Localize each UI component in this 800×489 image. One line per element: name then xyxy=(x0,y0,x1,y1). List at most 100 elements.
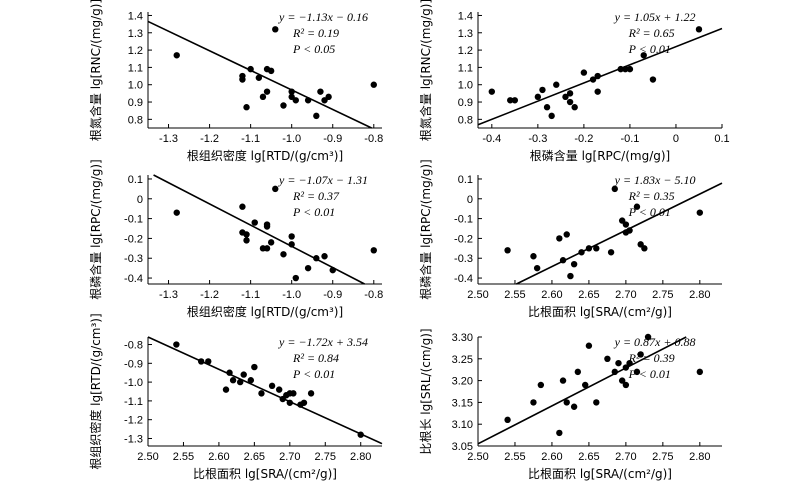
annotation-r2: R² = 0.39 xyxy=(628,351,675,365)
x-axis-label: 比根面积 lg[SRA/(cm²/g)] xyxy=(193,467,337,481)
x-axis-label: 根磷含量 lg[RPC/(mg/g)] xyxy=(530,148,670,163)
data-point xyxy=(633,368,641,376)
x-axis-label: 比根面积 lg[SRA/(cm²/g)] xyxy=(528,467,672,481)
data-point xyxy=(292,97,299,104)
panel-3: -1.3 -1.2 -1.1 -1.0 -0.9 -0.8 0.1 0 -0.1 -0.2 -0.3… xyxy=(88,159,383,319)
x-tick-label: -1.1 xyxy=(241,133,260,145)
x-tick-label: -1.0 xyxy=(282,289,301,301)
x-tick-label: -0.4 xyxy=(482,133,501,145)
y-tick-label: 1.1 xyxy=(458,62,473,74)
data-point xyxy=(626,227,633,234)
x-tick-label: 2.60 xyxy=(208,451,229,463)
data-point xyxy=(504,247,511,254)
y-tick-label: -0.3 xyxy=(124,253,143,265)
y-tick-label: -0.2 xyxy=(454,233,473,245)
data-point xyxy=(622,221,630,228)
data-point xyxy=(622,381,630,389)
x-axis-label: 比根面积 lg[SRA/(cm²/g)] xyxy=(528,305,672,319)
data-point xyxy=(571,104,578,111)
y-tick-label: 1.4 xyxy=(128,10,143,22)
data-point xyxy=(325,93,332,101)
data-point xyxy=(622,65,629,73)
annotation-r2: R² = 0.35 xyxy=(628,189,675,203)
panel-5: 2.50 2.55 2.60 2.65 2.70 2.75 2.80 -0.8 -0.9 -1.0… xyxy=(88,313,383,481)
data-point xyxy=(229,377,237,384)
data-point xyxy=(633,203,641,210)
panel-4: 2.50 2.55 2.60 2.65 2.70 2.75 2.80 0.1 0 -0.1 -0.2… xyxy=(418,159,723,319)
y-tick-label: -0.1 xyxy=(124,214,143,226)
y-tick-label: -0.3 xyxy=(454,253,473,265)
x-tick-label: -0.1 xyxy=(620,133,639,145)
data-point xyxy=(594,88,601,95)
y-tick-label: -1.2 xyxy=(124,415,143,427)
data-point xyxy=(559,377,567,384)
data-point xyxy=(534,93,542,101)
annotation-equation: y = −1.13x − 0.16 xyxy=(278,10,368,24)
x-tick-label: 2.65 xyxy=(578,451,599,463)
data-point xyxy=(607,249,615,256)
data-point xyxy=(247,65,254,73)
y-tick-label: -0.9 xyxy=(124,358,143,370)
data-point xyxy=(593,245,600,252)
data-point xyxy=(574,368,582,376)
data-point xyxy=(582,381,589,389)
panel-6: 2.50 2.55 2.60 2.65 2.70 2.75 2.80 3.30 3.25 3.20… xyxy=(419,328,722,481)
x-tick-label: -1.3 xyxy=(159,289,178,301)
regression-line xyxy=(516,182,723,285)
y-tick-label: 3.25 xyxy=(452,354,473,366)
data-point xyxy=(243,237,250,244)
x-tick-label: 2.75 xyxy=(652,289,673,301)
data-point xyxy=(504,416,511,424)
x-tick-label: 2.50 xyxy=(467,451,488,463)
x-tick-label: 2.70 xyxy=(279,451,300,463)
data-point xyxy=(290,390,297,397)
x-tick-label: -1.0 xyxy=(282,133,301,145)
y-tick-label: 0 xyxy=(137,194,143,206)
data-point xyxy=(243,231,250,238)
data-point xyxy=(649,76,657,83)
data-point xyxy=(247,377,255,384)
regression-line xyxy=(477,336,687,445)
data-point xyxy=(622,364,630,371)
panel-2: -0.4 -0.3 -0.2 -0.1 0 0.1 1.4 1.3 1.2 1.1 1.0 0.9 0.… xyxy=(418,0,730,163)
data-point xyxy=(556,235,563,242)
data-point xyxy=(585,245,593,252)
data-point xyxy=(222,386,230,393)
data-point xyxy=(173,209,180,216)
data-point xyxy=(488,88,496,95)
data-point xyxy=(626,65,634,73)
data-point xyxy=(307,390,315,397)
annotation-r2: R² = 0.65 xyxy=(628,26,675,40)
data-point xyxy=(272,185,279,193)
data-point xyxy=(288,88,295,95)
y-tick-label: -0.1 xyxy=(454,214,473,226)
y-tick-label: 0.1 xyxy=(128,174,143,186)
x-tick-label: 2.70 xyxy=(615,451,636,463)
data-point xyxy=(580,69,588,76)
data-point xyxy=(173,341,180,348)
x-tick-label: -0.3 xyxy=(528,133,547,145)
data-point xyxy=(578,249,585,256)
y-tick-label: 0.1 xyxy=(458,174,473,186)
x-tick-label: 2.80 xyxy=(689,289,710,301)
x-tick-label: 2.80 xyxy=(689,451,710,463)
regression-line xyxy=(147,336,383,445)
data-point xyxy=(556,429,563,437)
y-tick-label: 1.4 xyxy=(458,10,473,22)
data-point xyxy=(543,104,551,111)
regression-line xyxy=(147,20,372,129)
data-point xyxy=(567,272,574,280)
x-tick-label: 2.65 xyxy=(578,289,599,301)
data-point xyxy=(239,203,246,210)
data-point xyxy=(272,26,279,33)
data-point xyxy=(173,52,180,59)
data-point xyxy=(611,368,618,376)
y-tick-label: -0.8 xyxy=(124,340,143,352)
y-tick-label: 1.1 xyxy=(128,62,143,74)
data-point xyxy=(258,390,265,397)
annotation-p: P < 0.01 xyxy=(628,367,671,381)
annotation-r2: R² = 0.37 xyxy=(292,189,340,203)
data-point xyxy=(321,253,328,260)
x-tick-label: 2.50 xyxy=(467,289,488,301)
data-point xyxy=(644,333,652,341)
